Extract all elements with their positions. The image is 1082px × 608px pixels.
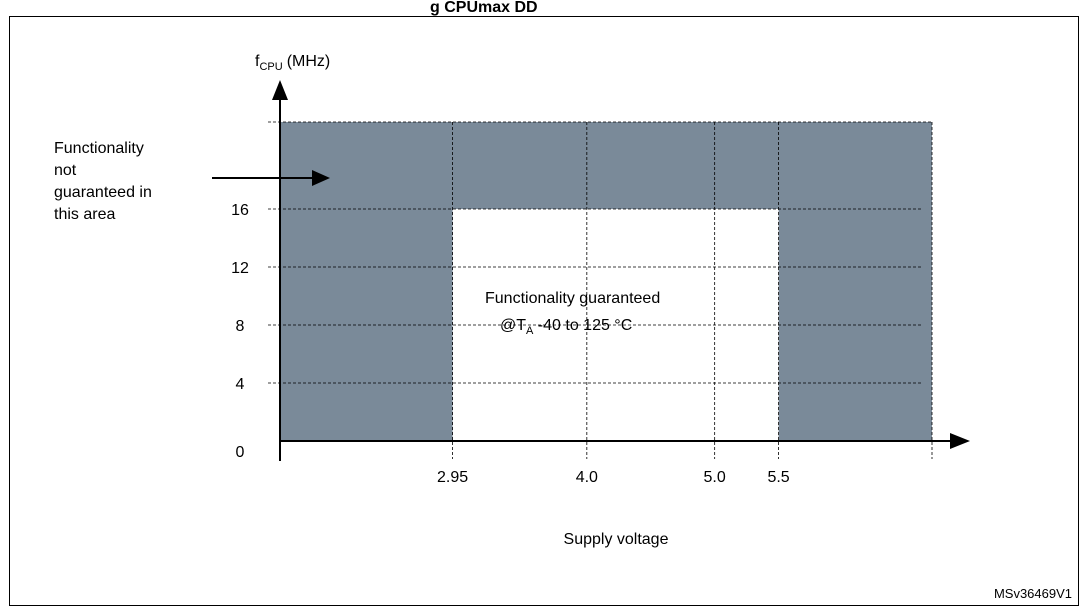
x-tick-label-2: 5.0 [704, 469, 726, 486]
guaranteed-region [452, 209, 779, 443]
y-axis-symbol: f [255, 53, 260, 70]
guaranteed-label-line1: Functionality guaranteed [485, 290, 660, 307]
axes-layer [272, 80, 970, 461]
not-guaranteed-line-0: Functionality [54, 140, 144, 157]
not-guaranteed-line-3: this area [54, 206, 115, 223]
y-tick-labels: 0 4 8 12 16 [231, 202, 249, 461]
y-axis-unit: (MHz) [287, 53, 331, 70]
guaranteed-label-line2: @TA -40 to 125 °C [500, 317, 632, 337]
y-tick-label-2: 8 [236, 318, 245, 335]
x-tick-labels: 2.95 4.0 5.0 5.5 [437, 469, 790, 486]
regions-layer [280, 122, 932, 443]
y-tick-label-3: 12 [231, 260, 249, 277]
y-axis-arrow-icon [272, 80, 288, 100]
x-tick-label-0: 2.95 [437, 469, 468, 486]
document-id: MSv36469V1 [994, 586, 1072, 601]
figure-frame [9, 16, 1079, 606]
x-axis-arrow-icon [950, 433, 970, 449]
gridlines-layer [268, 121, 933, 459]
x-axis-label: Supply voltage [564, 531, 669, 548]
y-tick-label-0: 0 [236, 444, 245, 461]
figure-title-fragment: g CPUmax DD [430, 0, 538, 16]
y-tick-label-4: 16 [231, 202, 249, 219]
annotation-arrow-icon [212, 170, 330, 186]
not-guaranteed-line-1: not [54, 162, 77, 179]
y-tick-label-1: 4 [236, 376, 245, 393]
not-guaranteed-label: Functionality not guaranteed in this area [54, 140, 152, 223]
y-axis-subscript: CPU [259, 61, 282, 73]
y-axis-label: fCPU (MHz) [255, 53, 330, 73]
x-tick-label-3: 5.5 [767, 469, 789, 486]
not-guaranteed-line-2: guaranteed in [54, 184, 152, 201]
x-tick-label-1: 4.0 [576, 469, 598, 486]
